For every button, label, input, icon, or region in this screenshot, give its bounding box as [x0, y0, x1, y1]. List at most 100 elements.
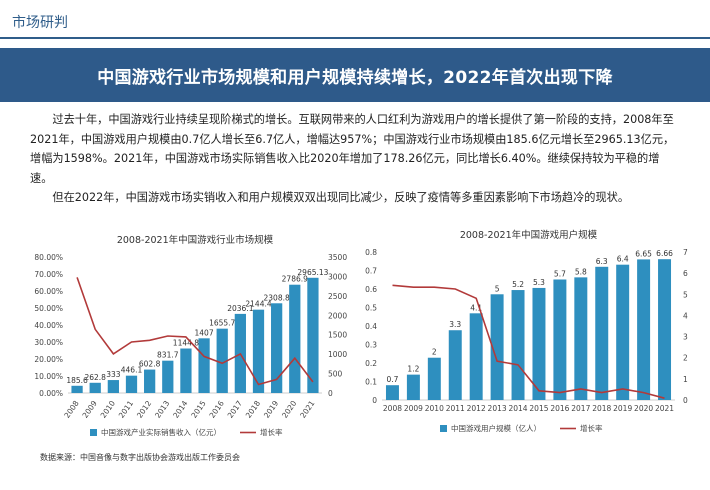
bar	[574, 277, 588, 400]
data-label: 2786.9	[282, 275, 308, 284]
right-axis-tick-label: 1	[683, 375, 688, 384]
x-tick-label: 2016	[550, 404, 569, 413]
bar	[216, 328, 228, 393]
left-axis-tick-label: 0.8	[365, 248, 377, 257]
chart-title: 2008-2021年中国游戏行业市场规模	[117, 234, 274, 246]
left-axis-tick-label: 80.00%	[34, 253, 63, 262]
right-axis-tick-label: 2000	[328, 311, 347, 320]
data-label: 1.2	[407, 365, 419, 374]
growth-rate-line	[76, 277, 314, 386]
left-axis-tick-label: 0.6	[365, 285, 377, 294]
x-tick-label: 2013	[153, 399, 171, 420]
bar	[144, 369, 156, 393]
x-tick-label: 2016	[208, 399, 226, 420]
right-axis-tick-label: 3500	[328, 253, 347, 262]
bar	[71, 385, 83, 393]
bar	[107, 380, 119, 393]
right-axis-tick-label: 4	[683, 311, 688, 320]
x-tick-label: 2020	[634, 404, 653, 413]
left-axis-tick-label: 0.5	[365, 304, 377, 313]
left-axis-tick-label: 10.00%	[34, 372, 63, 381]
market-size-chart: 2008-2021年中国游戏行业市场规模 0.00% 10.00% 20.00% 30.…	[0, 225, 355, 454]
left-axis-tick-label: 20.00%	[34, 355, 63, 364]
data-label: 1655.7	[209, 319, 235, 328]
left-axis-tick-label: 0.2	[365, 359, 377, 368]
x-tick-label: 2017	[226, 399, 244, 420]
bar	[307, 277, 319, 393]
bar	[469, 313, 483, 400]
x-tick-label: 2015	[529, 404, 548, 413]
x-tick-label: 2018	[244, 399, 262, 420]
bar	[89, 382, 101, 393]
x-tick-label: 2021	[655, 404, 674, 413]
bar	[198, 338, 210, 393]
right-axis-tick-label: 6	[683, 269, 688, 278]
data-label: 5.3	[533, 278, 545, 287]
bar	[658, 259, 672, 400]
left-axis-tick-label: 60.00%	[34, 287, 63, 296]
user-scale-chart: 2008-2021年中国游戏用户规模 0 0.1 0.2 0.3 0.4 0.5 0.6 0.7…	[355, 225, 710, 454]
data-label: 5	[495, 284, 500, 293]
left-axis-tick-label: 0	[372, 396, 377, 405]
x-tick-label: 2020	[280, 399, 298, 420]
x-tick-label: 2014	[508, 404, 527, 413]
x-tick-label: 2008	[62, 399, 80, 420]
left-axis-tick-label: 0.3	[365, 341, 377, 350]
data-label: 2308.8	[264, 293, 290, 302]
x-tick-label: 2017	[571, 404, 590, 413]
data-label: 3.3	[449, 320, 461, 329]
bar	[553, 279, 567, 400]
data-label: 602.8	[139, 360, 161, 369]
bar	[162, 360, 174, 393]
x-tick-label: 2010	[425, 404, 444, 413]
x-tick-label: 2018	[592, 404, 611, 413]
left-axis-tick-label: 0.4	[365, 322, 377, 331]
right-axis-tick-label: 2	[683, 354, 688, 363]
data-label: 2965.13	[297, 268, 328, 277]
bar	[511, 290, 525, 400]
right-axis-tick-label: 0	[683, 396, 688, 405]
right-axis-tick-label: 1000	[328, 350, 347, 359]
x-tick-label: 2014	[171, 399, 189, 420]
data-label: 2036.1	[227, 304, 253, 313]
x-tick-label: 2012	[467, 404, 486, 413]
data-label: 2	[432, 348, 437, 357]
data-label: 185.6	[66, 376, 88, 385]
x-tick-label: 2012	[135, 399, 153, 420]
data-label: 0.7	[386, 375, 398, 384]
growth-rate-line	[392, 284, 665, 399]
bar	[125, 375, 138, 393]
bar	[271, 303, 283, 393]
data-source-note: 数据来源：中国音像与数字出版协会游戏出版工作委员会	[40, 453, 240, 462]
body-text: 过去十年，中国游戏行业持续呈现阶梯式的增长。互联网带来的人口红利为游戏用户的增长…	[30, 110, 680, 208]
legend-bar-label: 中国游戏用户规模（亿人）	[451, 423, 541, 433]
chart-title: 2008-2021年中国游戏用户规模	[460, 229, 598, 241]
data-label: 6.65	[635, 249, 652, 258]
x-tick-label: 2008	[383, 404, 402, 413]
data-label: 5.8	[575, 267, 587, 276]
x-tick-label: 2011	[446, 404, 465, 413]
right-axis-tick-label: 2500	[328, 292, 347, 301]
bar	[252, 309, 265, 393]
data-label: 6.66	[656, 249, 673, 258]
bar	[427, 357, 441, 400]
x-tick-label: 2019	[613, 404, 632, 413]
data-label: 2144.4	[245, 300, 271, 309]
x-tick-label: 2011	[117, 399, 135, 420]
bar	[448, 330, 462, 400]
user-scale-chart-svg: 2008-2021年中国游戏用户规模 0 0.1 0.2 0.3 0.4 0.5 0.6 0.7…	[365, 229, 688, 433]
right-axis-tick-label: 3	[683, 333, 688, 342]
left-axis-tick-label: 0.00%	[39, 389, 63, 398]
data-label: 446.1	[121, 366, 143, 375]
right-axis-tick-label: 3000	[328, 272, 347, 281]
right-axis-tick-label: 0	[328, 389, 333, 398]
data-label: 1407	[195, 328, 214, 337]
right-axis-tick-label: 500	[328, 370, 343, 379]
x-tick-label: 2009	[404, 404, 423, 413]
data-label: 5.7	[554, 269, 566, 278]
right-axis-tick-label: 1500	[328, 331, 347, 340]
legend-bar-swatch	[90, 429, 97, 436]
header-divider	[0, 37, 710, 39]
right-axis-tick-label: 5	[683, 290, 688, 299]
legend-bar-label: 中国游戏产业实际销售收入（亿元）	[101, 427, 221, 437]
